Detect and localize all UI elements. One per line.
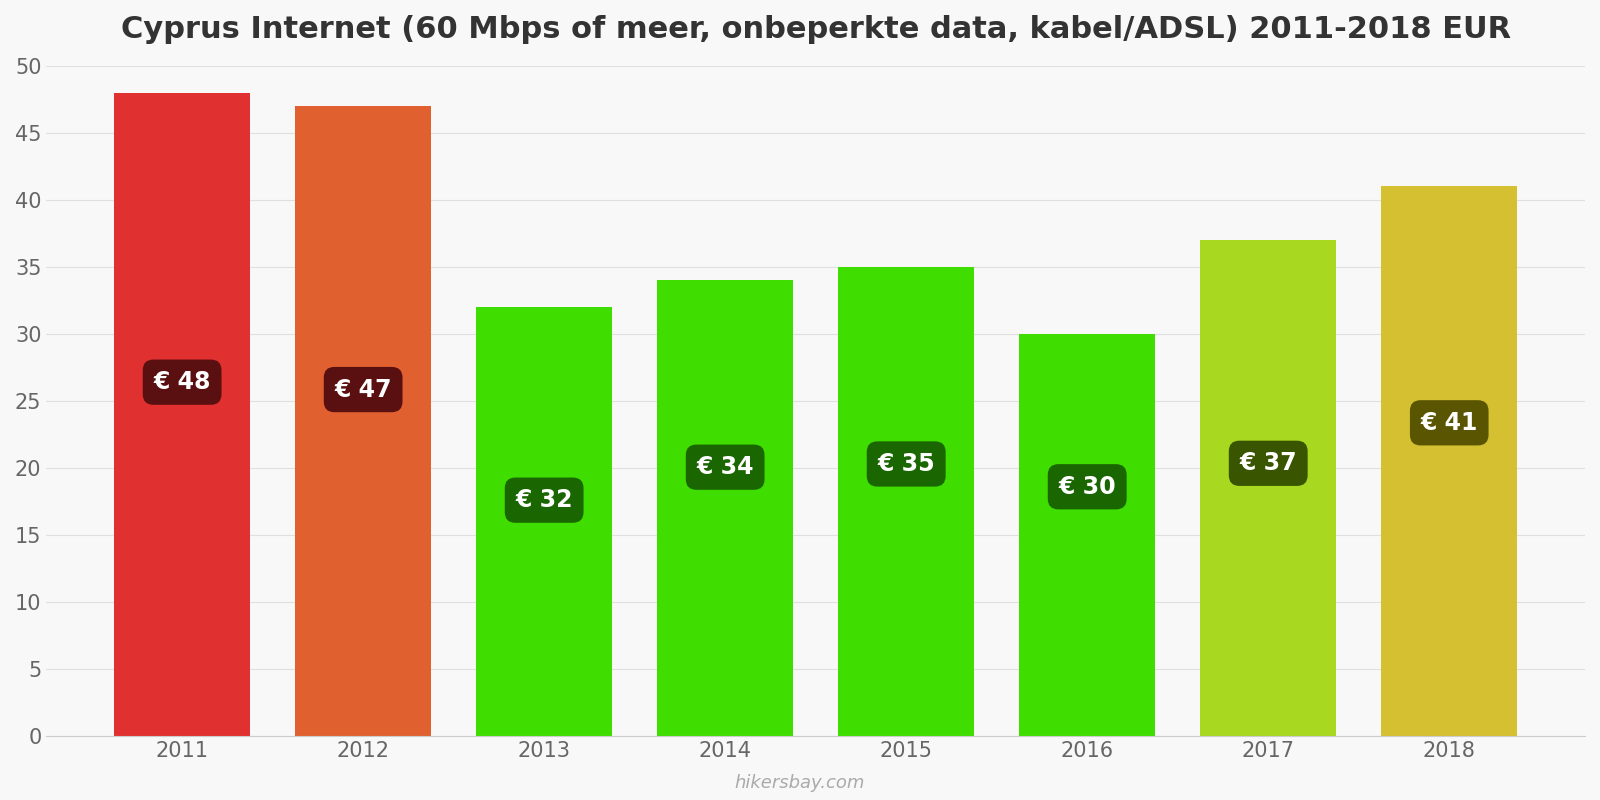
Text: € 34: € 34 — [696, 455, 754, 479]
Bar — [296, 106, 430, 736]
Text: € 47: € 47 — [334, 378, 392, 402]
Text: € 48: € 48 — [154, 370, 211, 394]
Bar — [838, 267, 974, 736]
Bar — [658, 280, 794, 736]
Bar — [1200, 240, 1336, 736]
Text: € 32: € 32 — [515, 488, 573, 512]
Text: hikersbay.com: hikersbay.com — [734, 774, 866, 792]
Text: € 35: € 35 — [877, 452, 934, 476]
Bar — [114, 93, 250, 736]
Text: € 30: € 30 — [1058, 474, 1117, 498]
Text: € 41: € 41 — [1421, 411, 1478, 435]
Bar — [1381, 186, 1517, 736]
Bar — [477, 307, 613, 736]
Bar — [1019, 334, 1155, 736]
Text: € 37: € 37 — [1240, 451, 1298, 475]
Title: Cyprus Internet (60 Mbps of meer, onbeperkte data, kabel/ADSL) 2011-2018 EUR: Cyprus Internet (60 Mbps of meer, onbepe… — [120, 15, 1510, 44]
